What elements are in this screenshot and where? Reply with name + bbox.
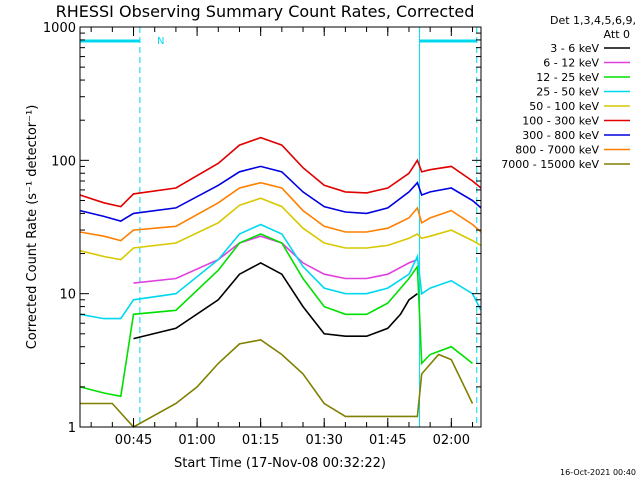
x-tick-label: 01:15 [242,433,279,448]
series-line-5 [79,136,482,208]
night-marker: N [157,36,164,47]
series-line-6 [79,165,482,222]
y-axis: 1 10 100 1000 [43,21,481,436]
plot-frame [79,26,482,428]
legend-label-1: 6 - 12 keV [543,57,599,70]
series-line-7 [79,181,482,242]
x-tick-label: 01:00 [178,433,215,448]
legend-label-5: 100 - 300 keV [522,115,599,128]
series-line-4 [79,197,482,261]
legend: Det 1,3,4,5,6,9, Att 0 3 - 6 keV 6 - 12 k… [501,14,636,171]
series-line-2 [79,233,473,398]
y-axis-label: Corrected Count Rate (s⁻¹ detector⁻¹) [25,105,40,350]
legend-label-6: 300 - 800 keV [522,129,599,142]
y-tick-label: 1 [68,421,76,436]
legend-header-line-2: Att 0 [604,28,630,41]
timestamp: 16-Oct-2021 00:40 [560,468,636,477]
legend-label-0: 3 - 6 keV [550,42,599,55]
y-tick-label: 10 [59,288,76,303]
legend-header-line-1: Det 1,3,4,5,6,9, [550,14,636,27]
series-line-8 [80,339,474,429]
y-tick-label: 1000 [43,21,76,36]
y-tick-label: 100 [51,154,76,169]
series-line-0 [133,261,418,340]
legend-label-2: 12 - 25 keV [536,71,599,84]
legend-label-4: 50 - 100 keV [529,100,599,113]
legend-label-8: 7000 - 15000 keV [501,158,599,171]
legend-label-3: 25 - 50 keV [536,86,599,99]
series-line-3 [79,223,482,320]
x-tick-label: 00:45 [115,433,152,448]
x-tick-label: 01:45 [369,433,406,448]
x-tick-label: 02:00 [433,433,470,448]
plot-area [79,27,482,429]
x-axis: 00:45 01:00 01:15 01:30 01:45 02:00 [90,27,474,448]
chart-title: RHESSI Observing Summary Count Rates, Co… [56,2,475,21]
x-axis-label: Start Time (17-Nov-08 00:32:22) [174,456,386,471]
legend-label-7: 800 - 7000 keV [515,144,599,157]
x-tick-label: 01:30 [305,433,342,448]
